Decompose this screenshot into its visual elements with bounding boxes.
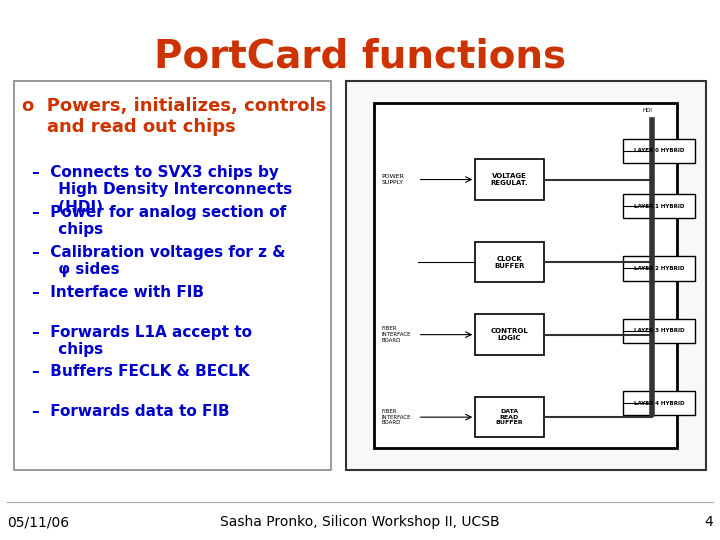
Text: CLOCK
BUFFER: CLOCK BUFFER bbox=[494, 255, 525, 268]
Bar bbox=[475, 397, 544, 437]
Text: PortCard functions: PortCard functions bbox=[154, 38, 566, 76]
Bar bbox=[374, 103, 677, 448]
Bar bbox=[623, 194, 695, 218]
Bar bbox=[475, 159, 544, 200]
Text: FIBER
INTERFACE
BOARD: FIBER INTERFACE BOARD bbox=[382, 409, 411, 426]
Text: VOLTAGE
REGULAT.: VOLTAGE REGULAT. bbox=[490, 173, 528, 186]
Text: –  Calibration voltages for z &
     φ sides: – Calibration voltages for z & φ sides bbox=[32, 245, 286, 277]
Text: 05/11/06: 05/11/06 bbox=[7, 515, 69, 529]
Text: –  Interface with FIB: – Interface with FIB bbox=[32, 285, 204, 300]
Text: POWER
SUPPLY: POWER SUPPLY bbox=[382, 174, 405, 185]
Text: DATA
READ
BUFFER: DATA READ BUFFER bbox=[495, 409, 523, 426]
Bar bbox=[623, 256, 695, 281]
Text: LAYER 4 HYBRID: LAYER 4 HYBRID bbox=[634, 401, 684, 406]
Text: Sasha Pronko, Silicon Workshop II, UCSB: Sasha Pronko, Silicon Workshop II, UCSB bbox=[220, 515, 500, 529]
Text: CONTROL
LOGIC: CONTROL LOGIC bbox=[490, 328, 528, 341]
Text: –  Forwards L1A accept to
     chips: – Forwards L1A accept to chips bbox=[32, 325, 253, 357]
Text: –  Power for analog section of
     chips: – Power for analog section of chips bbox=[32, 205, 287, 237]
Bar bbox=[346, 81, 706, 470]
Text: –  Buffers FECLK & BECLK: – Buffers FECLK & BECLK bbox=[32, 364, 250, 380]
Text: o  Powers, initializes, controls
    and read out chips: o Powers, initializes, controls and read… bbox=[22, 97, 326, 136]
Bar bbox=[475, 242, 544, 282]
Text: LAYER 1 HYBRID: LAYER 1 HYBRID bbox=[634, 204, 684, 209]
Text: 4: 4 bbox=[704, 515, 713, 529]
Text: LAYER 3 HYBRID: LAYER 3 HYBRID bbox=[634, 328, 684, 333]
Text: LAYER 0 HYBRID: LAYER 0 HYBRID bbox=[634, 148, 684, 153]
Bar bbox=[623, 139, 695, 163]
Bar bbox=[475, 314, 544, 355]
Text: HDI: HDI bbox=[643, 108, 653, 113]
Bar bbox=[623, 391, 695, 415]
Text: –  Connects to SVX3 chips by
     High Density Interconnects
     (HDI): – Connects to SVX3 chips by High Density… bbox=[32, 165, 292, 214]
Text: FIBER
INTERFACE
BOARD: FIBER INTERFACE BOARD bbox=[382, 326, 411, 343]
FancyBboxPatch shape bbox=[14, 81, 331, 470]
Bar bbox=[623, 319, 695, 343]
Text: LAYER 2 HYBRID: LAYER 2 HYBRID bbox=[634, 266, 684, 271]
Text: –  Forwards data to FIB: – Forwards data to FIB bbox=[32, 404, 230, 420]
